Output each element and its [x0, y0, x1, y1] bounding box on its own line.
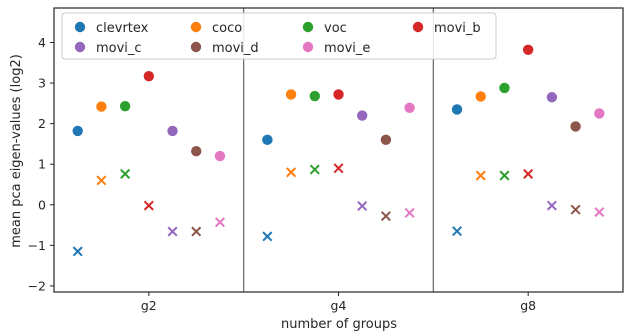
legend: clevrtex coco voc movi_b movi_c movi_d movi_e [61, 12, 497, 60]
y-tick-label: 0 [38, 197, 46, 212]
legend-label: voc [324, 21, 347, 36]
cross-stroke [523, 168, 534, 179]
cross-stroke [120, 168, 131, 179]
x-tick-label: g2 [141, 298, 157, 313]
cross-point [523, 168, 534, 179]
dot-point [546, 92, 558, 103]
cross-stroke [72, 246, 83, 257]
dot-point [594, 108, 605, 119]
cross-stroke [357, 200, 368, 211]
cross-point [214, 217, 225, 228]
x-axis-label: number of groups [281, 317, 397, 332]
legend-label: clevrtex [96, 21, 149, 36]
cross-stroke [191, 226, 202, 237]
cross-stroke [404, 207, 415, 218]
x-tick-label: g8 [520, 298, 536, 313]
cross-stroke [475, 170, 486, 181]
cross-point [333, 163, 344, 174]
y-tick-label: −1 [28, 238, 46, 253]
dot-point [333, 89, 344, 100]
y-tick-label: 4 [38, 35, 46, 50]
y-tick-label: −2 [28, 278, 46, 293]
dot-point [309, 90, 320, 102]
cross-stroke [546, 200, 557, 211]
dot-point [499, 82, 510, 94]
cross-point [594, 207, 605, 218]
cross-point [570, 204, 581, 215]
cross-point [143, 200, 154, 211]
cross-stroke [214, 217, 225, 228]
y-tick-label: 3 [38, 76, 46, 91]
legend-label: movi_d [212, 41, 259, 56]
cross-stroke [96, 175, 107, 186]
cross-stroke [594, 207, 605, 218]
cross-point [167, 226, 178, 237]
dot-point [167, 125, 178, 137]
dot-point [451, 104, 463, 115]
cross-point [309, 164, 320, 175]
cross-stroke [143, 200, 154, 211]
cross-stroke [452, 226, 463, 237]
legend-marker [190, 41, 202, 53]
cross-stroke [262, 231, 273, 242]
cross-point [191, 226, 202, 237]
dot-point [404, 102, 415, 114]
cross-point [96, 175, 107, 186]
cross-point [546, 200, 557, 211]
dot-point [119, 100, 131, 112]
x-tick-label: g4 [331, 298, 347, 313]
cross-point [357, 200, 368, 211]
legend-marker [74, 41, 86, 53]
legend-marker [302, 41, 314, 53]
cross-stroke [167, 226, 178, 237]
legend-marker [74, 21, 86, 33]
cross-point [380, 211, 391, 222]
cross-point [286, 167, 297, 178]
dot-point [191, 146, 202, 157]
cross-point [120, 168, 131, 179]
axes: −2 −1 0 1 2 3 4 g2 g4 g8 [28, 7, 624, 313]
legend-label: coco [212, 21, 242, 36]
y-tick-label: 2 [38, 116, 46, 131]
legend-marker [190, 21, 202, 33]
cross-point [404, 207, 415, 218]
legend-box [61, 12, 497, 60]
dot-point [380, 134, 392, 146]
cross-stroke [380, 211, 391, 222]
cross-stroke [309, 164, 320, 175]
legend-marker [302, 21, 314, 33]
dot-point [72, 125, 83, 137]
y-tick-label: 1 [38, 157, 46, 172]
cross-point [499, 170, 510, 181]
cross-point [452, 226, 463, 237]
dot-point [262, 134, 273, 146]
legend-marker [412, 21, 424, 33]
cross-stroke [286, 167, 297, 178]
dot-point [570, 121, 581, 132]
data-marks [72, 44, 605, 257]
dot-point [96, 101, 107, 112]
legend-label: movi_b [434, 21, 481, 36]
cross-stroke [570, 204, 581, 215]
dot-point [522, 44, 534, 55]
dot-point [285, 89, 297, 100]
dot-point [143, 70, 155, 82]
cross-stroke [333, 163, 344, 174]
dot-point [357, 110, 368, 121]
legend-label: movi_c [96, 41, 142, 56]
legend-label: movi_e [324, 41, 370, 56]
cross-point [475, 170, 486, 181]
dot-point [214, 150, 226, 162]
cross-stroke [499, 170, 510, 181]
cross-point [262, 231, 273, 242]
cross-point [72, 246, 83, 257]
y-axis-label: mean pca eigen-values (log2) [9, 54, 24, 248]
dot-point [475, 91, 486, 102]
